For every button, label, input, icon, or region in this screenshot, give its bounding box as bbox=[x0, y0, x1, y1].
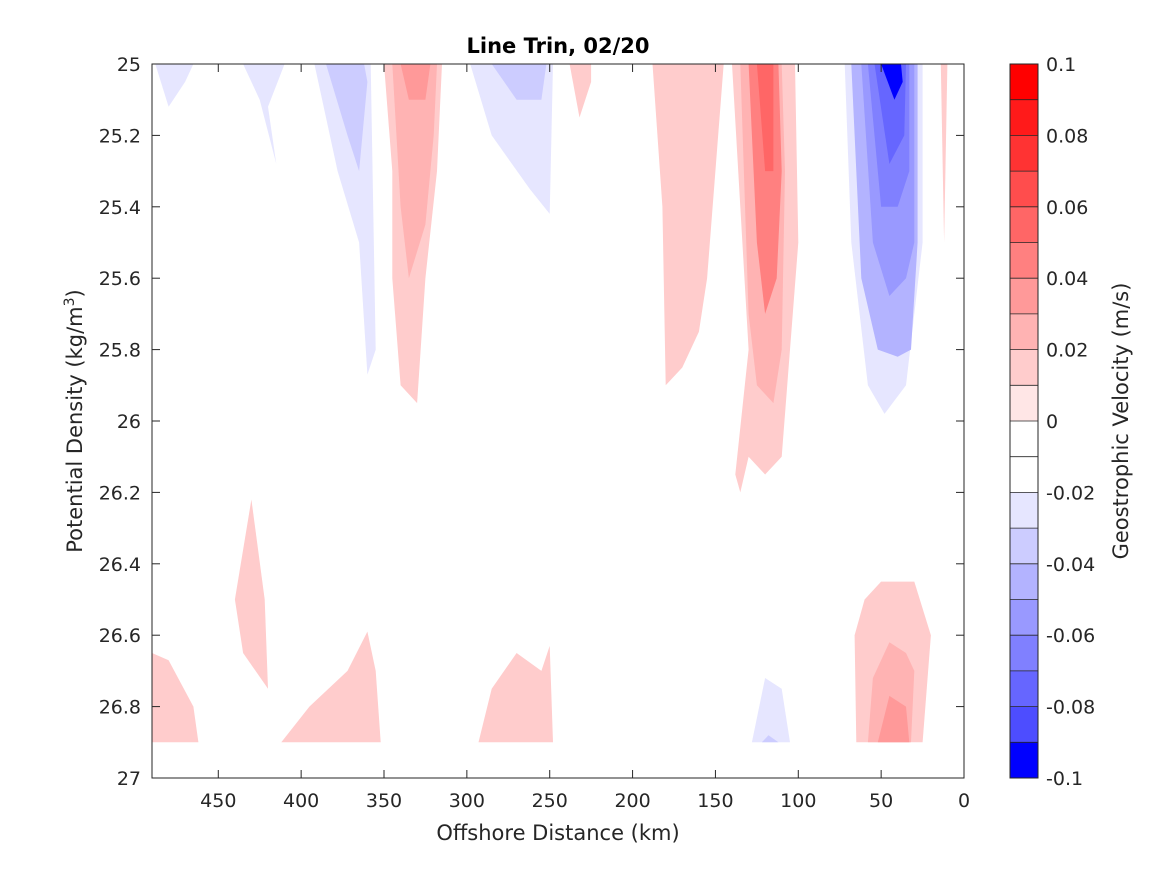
colorbar-segment bbox=[1010, 635, 1038, 672]
colorbar bbox=[1009, 63, 1039, 779]
contour-region-32 bbox=[877, 695, 910, 743]
y-tick-label: 26.4 bbox=[99, 554, 141, 576]
x-tick-label: 200 bbox=[614, 790, 650, 812]
colorbar-segment bbox=[1010, 421, 1038, 458]
contour-region-3 bbox=[243, 64, 285, 164]
contour-region-2 bbox=[155, 64, 194, 107]
x-tick-label: 350 bbox=[366, 790, 402, 812]
contour-region-23 bbox=[748, 64, 782, 314]
y-tick-label: 26.8 bbox=[99, 697, 141, 719]
colorbar-segment bbox=[1010, 278, 1038, 315]
colorbar-tick-label: 0.1 bbox=[1046, 54, 1076, 76]
x-tick-label: 150 bbox=[697, 790, 733, 812]
y-axis-label-sup: 3 bbox=[62, 297, 78, 306]
contour-region-7 bbox=[491, 64, 547, 100]
colorbar-segment bbox=[1010, 670, 1038, 708]
contour-region-25 bbox=[940, 64, 948, 243]
x-tick-label: 400 bbox=[283, 790, 319, 812]
colorbar-segment bbox=[1010, 599, 1038, 636]
y-axis-label-end: ) bbox=[63, 289, 87, 297]
x-tick-label: 0 bbox=[958, 790, 970, 812]
contour-fill-layer bbox=[152, 64, 948, 743]
colorbar-segment bbox=[1010, 492, 1038, 529]
y-tick-label: 26.2 bbox=[99, 482, 141, 504]
y-axis-ticks: 25 25.2 25.4 25.6 25.8 26 26.2 26.4 26.6 26.8 27 bbox=[99, 54, 964, 790]
contour-region-26 bbox=[234, 499, 268, 689]
colorbar-segment bbox=[1010, 528, 1038, 565]
colorbar-tick-label: 0 bbox=[1046, 411, 1058, 433]
colorbar-tick-label: 0.02 bbox=[1046, 340, 1088, 362]
colorbar-segment bbox=[1010, 742, 1038, 779]
x-tick-label: 100 bbox=[780, 790, 816, 812]
contour-region-17 bbox=[392, 64, 437, 279]
colorbar-tick-label: -0.04 bbox=[1046, 554, 1095, 576]
colorbar-segment bbox=[1010, 349, 1038, 386]
colorbar-ticks: 0.1 0.08 0.06 0.04 0.02 0 -0.02 -0.04 -0.06 -0.08… bbox=[1046, 54, 1095, 790]
contour-region-1 bbox=[152, 64, 310, 300]
colorbar-frame bbox=[1009, 63, 1039, 779]
y-axis-label-main: Potential Density (kg/m bbox=[63, 306, 87, 552]
x-axis-ticks: 450 400 350 300 250 200 150 100 50 0 bbox=[200, 64, 970, 812]
colorbar-segment bbox=[1010, 563, 1038, 600]
colorbar-segment bbox=[1010, 706, 1038, 743]
y-tick-label: 25.6 bbox=[99, 268, 141, 290]
colorbar-segment bbox=[1010, 99, 1038, 136]
colorbar-segment bbox=[1010, 64, 1038, 101]
colorbar-segment bbox=[1010, 171, 1038, 208]
contour-region-36 bbox=[761, 735, 779, 743]
colorbar-tick-label: -0.1 bbox=[1046, 768, 1083, 790]
contour-region-24 bbox=[756, 64, 774, 172]
contour-region-29 bbox=[478, 645, 553, 743]
contour-region-0 bbox=[152, 64, 558, 475]
contour-region-35 bbox=[751, 678, 790, 743]
y-tick-label: 25 bbox=[117, 54, 141, 76]
y-tick-label: 27 bbox=[117, 768, 141, 790]
contour-region-28 bbox=[281, 631, 381, 743]
colorbar-tick-label: -0.02 bbox=[1046, 482, 1095, 504]
contour-region-15 bbox=[881, 64, 903, 100]
chart-title: Line Trin, 02/20 bbox=[466, 34, 649, 58]
x-tick-label: 50 bbox=[869, 790, 893, 812]
x-axis-label: Offshore Distance (km) bbox=[436, 821, 679, 845]
contour-region-19 bbox=[569, 64, 592, 118]
y-tick-label: 26.6 bbox=[99, 625, 141, 647]
colorbar-tick-label: -0.06 bbox=[1046, 625, 1095, 647]
contour-region-18 bbox=[400, 64, 431, 100]
contour-region-20 bbox=[652, 64, 724, 386]
contour-region-5 bbox=[326, 64, 368, 172]
y-tick-label: 25.2 bbox=[99, 125, 141, 147]
contour-region-27 bbox=[152, 653, 199, 743]
contour-region-33 bbox=[392, 581, 437, 743]
colorbar-tick-label: 0.06 bbox=[1046, 197, 1088, 219]
y-tick-label: 25.4 bbox=[99, 197, 141, 219]
colorbar-segment bbox=[1010, 206, 1038, 243]
colorbar-tick-label: 0.04 bbox=[1046, 268, 1088, 290]
colorbar-segment bbox=[1010, 385, 1038, 422]
colorbar-tick-label: 0.08 bbox=[1046, 125, 1088, 147]
colorbar-segment bbox=[1010, 242, 1038, 279]
contour-region-6 bbox=[470, 64, 553, 214]
colorbar-label: Geostrophic Velocity (m/s) bbox=[1109, 283, 1133, 560]
y-axis-label: Potential Density (kg/m3) bbox=[62, 289, 87, 553]
colorbar-segment bbox=[1010, 456, 1038, 493]
x-tick-label: 250 bbox=[532, 790, 568, 812]
y-tick-label: 26 bbox=[117, 411, 141, 433]
x-tick-label: 300 bbox=[449, 790, 485, 812]
colorbar-tick-label: -0.08 bbox=[1046, 697, 1095, 719]
y-tick-label: 25.8 bbox=[99, 340, 141, 362]
colorbar-segment bbox=[1010, 313, 1038, 351]
x-tick-label: 450 bbox=[200, 790, 236, 812]
contour-region-8 bbox=[811, 64, 832, 279]
colorbar-segment bbox=[1010, 135, 1038, 172]
